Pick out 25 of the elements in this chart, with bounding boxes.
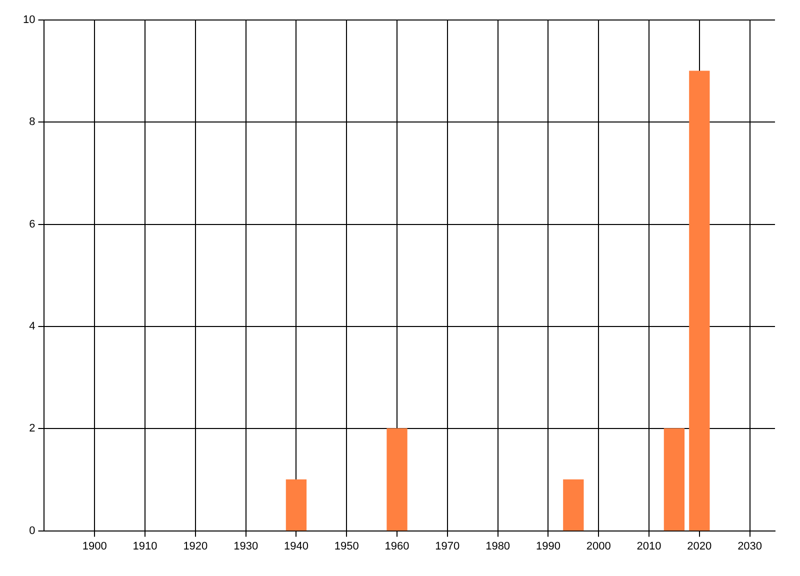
y-tick-label: 2 (29, 422, 36, 435)
bar (689, 70, 710, 531)
x-tick-label: 1920 (183, 540, 208, 552)
x-tick-label: 2000 (586, 540, 611, 552)
bar (286, 479, 307, 531)
x-tick-label: 1980 (486, 540, 510, 552)
x-tick-label: 1940 (284, 540, 308, 552)
bar (386, 428, 408, 531)
y-tick-label: 6 (29, 218, 36, 230)
x-tick-label: 2020 (687, 540, 712, 552)
x-tick-label: 1990 (536, 540, 560, 552)
x-tick-label: 2010 (636, 540, 662, 552)
x-tick-label: 1970 (435, 540, 460, 552)
y-tick-label: 0 (29, 524, 36, 537)
y-tick-label: 8 (29, 116, 36, 128)
bar (563, 479, 584, 531)
y-tick-label: 4 (29, 320, 36, 333)
x-tick-label: 1930 (234, 540, 258, 552)
y-tick-label: 10 (22, 14, 36, 26)
x-tick-label: 1950 (334, 540, 359, 552)
x-tick-label: 1910 (132, 540, 158, 552)
x-tick-label: 1900 (82, 540, 107, 552)
x-tick-label: 1960 (384, 540, 410, 552)
x-tick-label: 2030 (738, 540, 762, 552)
bar (664, 428, 685, 531)
